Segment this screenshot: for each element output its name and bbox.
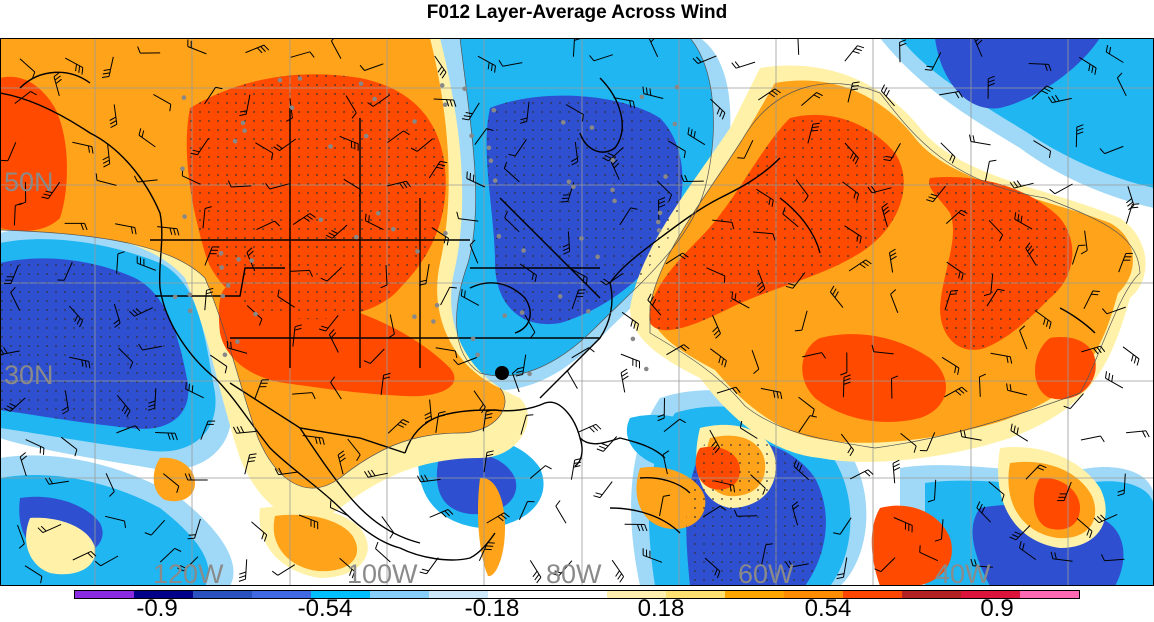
lon-label-120w: 120W (153, 559, 224, 586)
lat-label-50n: 50N (4, 167, 54, 197)
target-point-marker (495, 366, 509, 380)
colorbar (74, 590, 1080, 599)
colorbar-tick: -0.54 (297, 595, 353, 622)
colorbar-tick: 0.9 (980, 595, 1014, 622)
colorbar-segment (370, 591, 430, 598)
lon-label-100w: 100W (347, 559, 418, 586)
lon-label-80w: 80W (546, 559, 602, 586)
wind-barbs (1, 39, 1150, 584)
colorbar-segment (134, 591, 194, 598)
colorbar-segment (901, 591, 961, 598)
lat-label-30n: 30N (4, 360, 54, 390)
colorbar-tick: -0.18 (464, 595, 520, 622)
colorbar-segment (665, 591, 725, 598)
station-markers (172, 76, 680, 377)
colorbar-segment (606, 591, 666, 598)
colorbar-segment (842, 591, 902, 598)
colorbar-segment (960, 591, 1020, 598)
colorbar-segment (488, 591, 548, 598)
colorbar-segment (311, 591, 371, 598)
colorbar-segment (193, 591, 253, 598)
lon-label-40w: 40W (935, 559, 991, 586)
coastlines-and-borders (1, 71, 1096, 561)
colorbar-segment (783, 591, 843, 598)
colorbar-segment (1020, 591, 1080, 598)
contour-lines (1, 39, 1141, 489)
colorbar-tick: 0.18 (637, 595, 685, 622)
colorbar-tick: 0.54 (804, 595, 852, 622)
colorbar-segment (252, 591, 312, 598)
colorbar-tick: -0.9 (136, 595, 178, 622)
colorbar-segment (75, 591, 135, 598)
across-wind-map[interactable]: 50N 30N 120W 100W 80W 60W 40W (0, 38, 1154, 586)
map-title: F012 Layer-Average Across Wind (426, 2, 728, 23)
lon-label-60w: 60W (738, 559, 794, 586)
significance-stipple (1, 74, 1073, 585)
colorbar-segment (547, 591, 607, 598)
colorbar-ticks: -0.9 -0.54 -0.18 0.18 0.54 0.9 (0, 596, 1154, 622)
graticule (1, 39, 1153, 585)
colorbar-segment (429, 591, 489, 598)
map-panel[interactable]: 50N 30N 120W 100W 80W 60W 40W (0, 38, 1154, 586)
colorbar-segment (724, 591, 784, 598)
